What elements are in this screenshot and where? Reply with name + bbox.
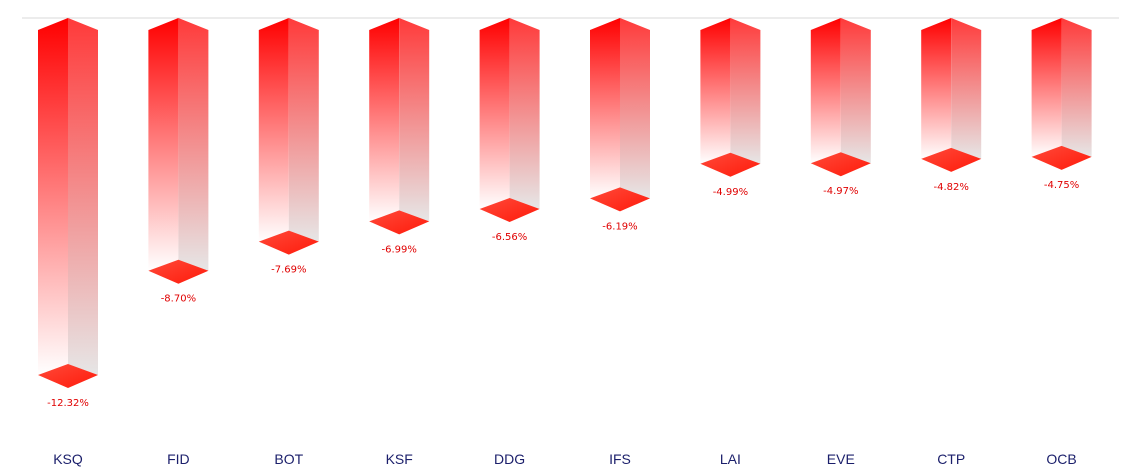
bar-ksq — [38, 18, 98, 388]
value-label-ifs: -6.19% — [602, 221, 637, 232]
bar-front-face — [479, 18, 510, 210]
bar-lai — [700, 18, 761, 177]
bar-front-face — [1031, 18, 1062, 157]
bar-ifs — [590, 18, 650, 212]
bar-side-face — [68, 18, 98, 375]
bar-ksf — [369, 18, 430, 235]
category-label-ctp: CTP — [937, 451, 965, 467]
bar-side-face — [620, 18, 650, 199]
bar-ocb — [1031, 18, 1092, 170]
category-label-fid: FID — [167, 451, 190, 467]
bar-cap — [479, 198, 540, 223]
bar-cap — [1031, 145, 1092, 170]
bar-cap — [148, 259, 209, 284]
bar-ctp — [921, 18, 982, 172]
bar-cap — [258, 230, 319, 255]
bar-side-face — [840, 18, 871, 164]
bar-cap — [590, 187, 650, 212]
bar-front-face — [148, 18, 179, 271]
bars-group — [38, 18, 1092, 388]
bar-front-face — [810, 18, 841, 164]
bar-cap — [921, 147, 982, 172]
value-label-eve: -4.97% — [823, 186, 858, 197]
bar-cap — [369, 210, 430, 235]
bar-front-face — [700, 18, 731, 164]
bar-side-face — [509, 18, 540, 210]
bar-side-face — [730, 18, 761, 164]
bar-side-face — [1061, 18, 1092, 157]
category-label-ddg: DDG — [494, 451, 525, 467]
value-label-fid: -8.70% — [161, 294, 196, 305]
bar-front-face — [369, 18, 400, 222]
bar-cap — [700, 152, 761, 177]
value-label-lai: -4.99% — [713, 187, 748, 198]
bar-side-face — [399, 18, 430, 222]
value-label-bot: -7.69% — [271, 265, 306, 276]
value-label-ksf: -6.99% — [382, 244, 417, 255]
category-label-bot: BOT — [274, 451, 303, 467]
bar-front-face — [38, 18, 68, 375]
category-label-ksf: KSF — [386, 451, 413, 467]
bar-cap — [810, 152, 871, 177]
value-label-ocb: -4.75% — [1044, 180, 1079, 191]
category-label-ocb: OCB — [1046, 451, 1076, 467]
bar-eve — [810, 18, 871, 177]
bar-front-face — [258, 18, 289, 242]
category-label-ksq: KSQ — [53, 451, 83, 467]
bar-front-face — [921, 18, 952, 159]
bar-bot — [258, 18, 319, 255]
category-label-ifs: IFS — [609, 451, 631, 467]
bar-ddg — [479, 18, 540, 223]
labels-group: -12.32% KSQ -8.70% FID -7.69% BOT -6.99% KSF -6.… — [47, 180, 1079, 467]
bar-cap — [38, 364, 98, 388]
bar-side-face — [288, 18, 319, 242]
value-label-ctp: -4.82% — [934, 182, 969, 193]
value-label-ksq: -12.32% — [47, 398, 89, 409]
category-label-lai: LAI — [720, 451, 741, 467]
bar-side-face — [951, 18, 982, 159]
value-label-ddg: -6.56% — [492, 232, 527, 243]
category-label-eve: EVE — [827, 451, 855, 467]
bar-front-face — [590, 18, 620, 199]
bar-side-face — [178, 18, 209, 271]
bar-fid — [148, 18, 209, 284]
